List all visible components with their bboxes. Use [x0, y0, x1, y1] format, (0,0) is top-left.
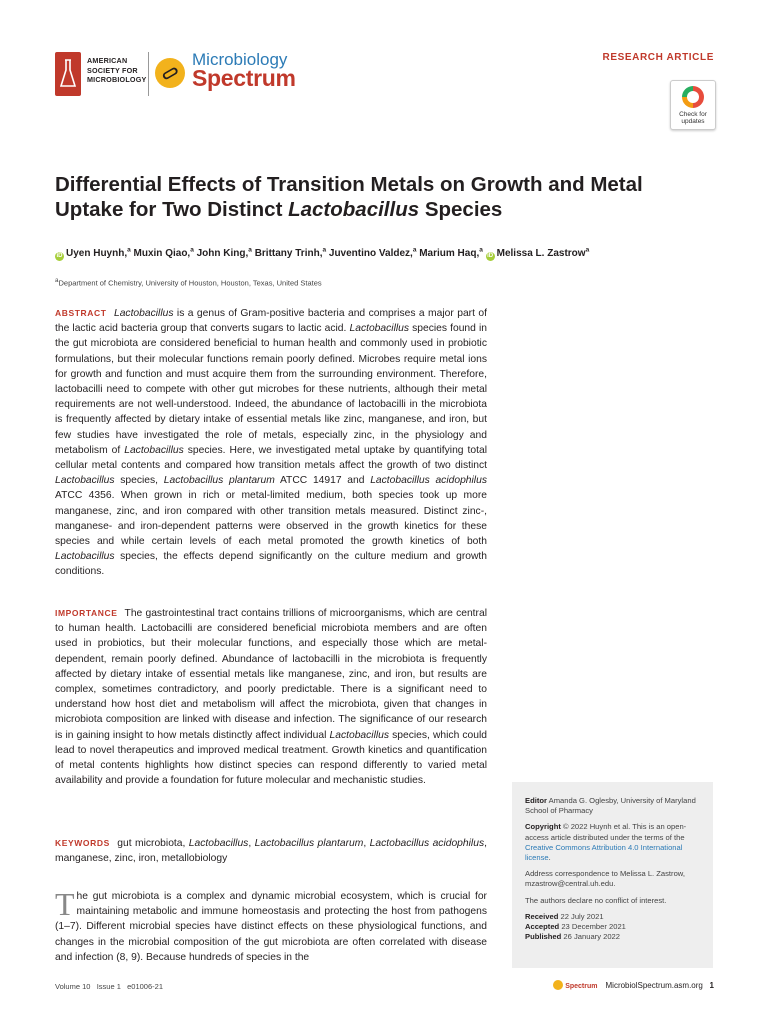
editor-label: Editor [525, 796, 547, 805]
header-divider [148, 52, 149, 96]
drop-cap: T [55, 886, 75, 922]
copyright-label: Copyright [525, 822, 561, 832]
license-end: . [548, 853, 551, 863]
author-list: iD Uyen Huynh,a Muxin Qiao,a John King,a … [55, 244, 735, 262]
volume-info: Volume 10 Issue 1 e01006-21 [55, 982, 163, 991]
importance-text: The gastrointestinal tract contains tril… [55, 608, 487, 787]
society-line-3: MICROBIOLOGY [87, 75, 147, 84]
society-line-1: AMERICAN [87, 56, 128, 65]
author-name: Brittany Trinh,a [254, 247, 327, 260]
page-number: 1 [709, 981, 714, 990]
author-name: John King,a [196, 247, 252, 260]
author-name: iD Melissa L. Zastrowa [485, 247, 590, 262]
flask-icon [60, 59, 76, 87]
check-updates-icon [682, 86, 704, 108]
editor-info: Editor Amanda G. Oglesby, University of … [525, 796, 705, 816]
affiliation-text: Department of Chemistry, University of H… [58, 278, 322, 288]
keywords-section: KEYWORDS gut microbiota, Lactobacillus, … [55, 836, 487, 866]
society-name: AMERICAN SOCIETY FOR MICROBIOLOGY [87, 56, 147, 85]
author-name: Marium Haq,a [419, 247, 483, 260]
intro-text: he gut microbiota is a complex and dynam… [55, 891, 487, 963]
dates-info: Received 22 July 2021 Accepted 23 Decemb… [525, 912, 705, 943]
license-link[interactable]: Creative Commons Attribution 4.0 Interna… [525, 842, 683, 863]
received-date: 22 July 2021 [560, 911, 604, 921]
check-updates-line-1: Check for [679, 111, 707, 118]
journal-url-link[interactable]: MicrobiolSpectrum.asm.org [605, 981, 703, 990]
title-part-2: Species [419, 198, 503, 221]
society-line-2: SOCIETY FOR [87, 65, 138, 75]
author-name: Muxin Qiao,a [133, 247, 194, 260]
copyright-text: © 2022 Huynh et al. This is an open-acce… [525, 822, 687, 842]
importance-label: IMPORTANCE [55, 608, 118, 618]
received-label: Received [525, 911, 559, 921]
journal-name-top: Microbiology [192, 50, 288, 69]
accepted-label: Accepted [525, 922, 560, 932]
title-part-1: Differential Effects of Transition Metal… [55, 173, 643, 221]
article-type-label: RESEARCH ARTICLE [602, 52, 714, 63]
microbiology-spectrum-icon [155, 58, 185, 88]
affiliation: aDepartment of Chemistry, University of … [55, 277, 322, 288]
orcid-icon[interactable]: iD [55, 252, 64, 262]
abstract-section: ABSTRACT Lactobacillus is a genus of Gra… [55, 306, 487, 580]
article-title: Differential Effects of Transition Metal… [55, 172, 695, 222]
published-label: Published [525, 932, 562, 942]
orcid-icon[interactable]: iD [485, 252, 495, 262]
keywords-text: gut microbiota, Lactobacillus, Lactobaci… [55, 838, 487, 865]
author-name: Juventino Valdez,a [328, 247, 417, 260]
abstract-text: Lactobacillus is a genus of Gram-positiv… [55, 308, 487, 578]
importance-section: IMPORTANCE The gastrointestinal tract co… [55, 606, 487, 788]
footer-right: Spectrum MicrobiolSpectrum.asm.org 1 [553, 980, 714, 990]
author-name: iD Uyen Huynh,a [55, 247, 131, 262]
check-updates-line-2: updates [681, 118, 705, 125]
journal-name-bottom: Spectrum [192, 65, 296, 91]
check-updates-label: Check for updates [671, 111, 715, 125]
journal-mini-name: Spectrum [565, 983, 598, 990]
check-for-updates-button[interactable]: Check for updates [670, 80, 716, 130]
journal-mini-icon [553, 980, 564, 990]
accepted-date: 23 December 2021 [561, 922, 626, 932]
asm-logo [55, 52, 81, 96]
abstract-label: ABSTRACT [55, 308, 107, 318]
conflict-info: The authors declare no conflict of inter… [525, 895, 667, 905]
editor-text: Amanda G. Oglesby, University of Marylan… [525, 796, 696, 816]
title-italic: Lactobacillus [288, 198, 420, 221]
keywords-label: KEYWORDS [55, 838, 110, 848]
published-date: 26 January 2022 [563, 932, 620, 942]
correspondence-info: Address correspondence to Melissa L. Zas… [525, 869, 685, 889]
article-info-sidebar: Editor Amanda G. Oglesby, University of … [512, 782, 713, 968]
copyright-info: Copyright © 2022 Huynh et al. This is an… [525, 822, 705, 863]
